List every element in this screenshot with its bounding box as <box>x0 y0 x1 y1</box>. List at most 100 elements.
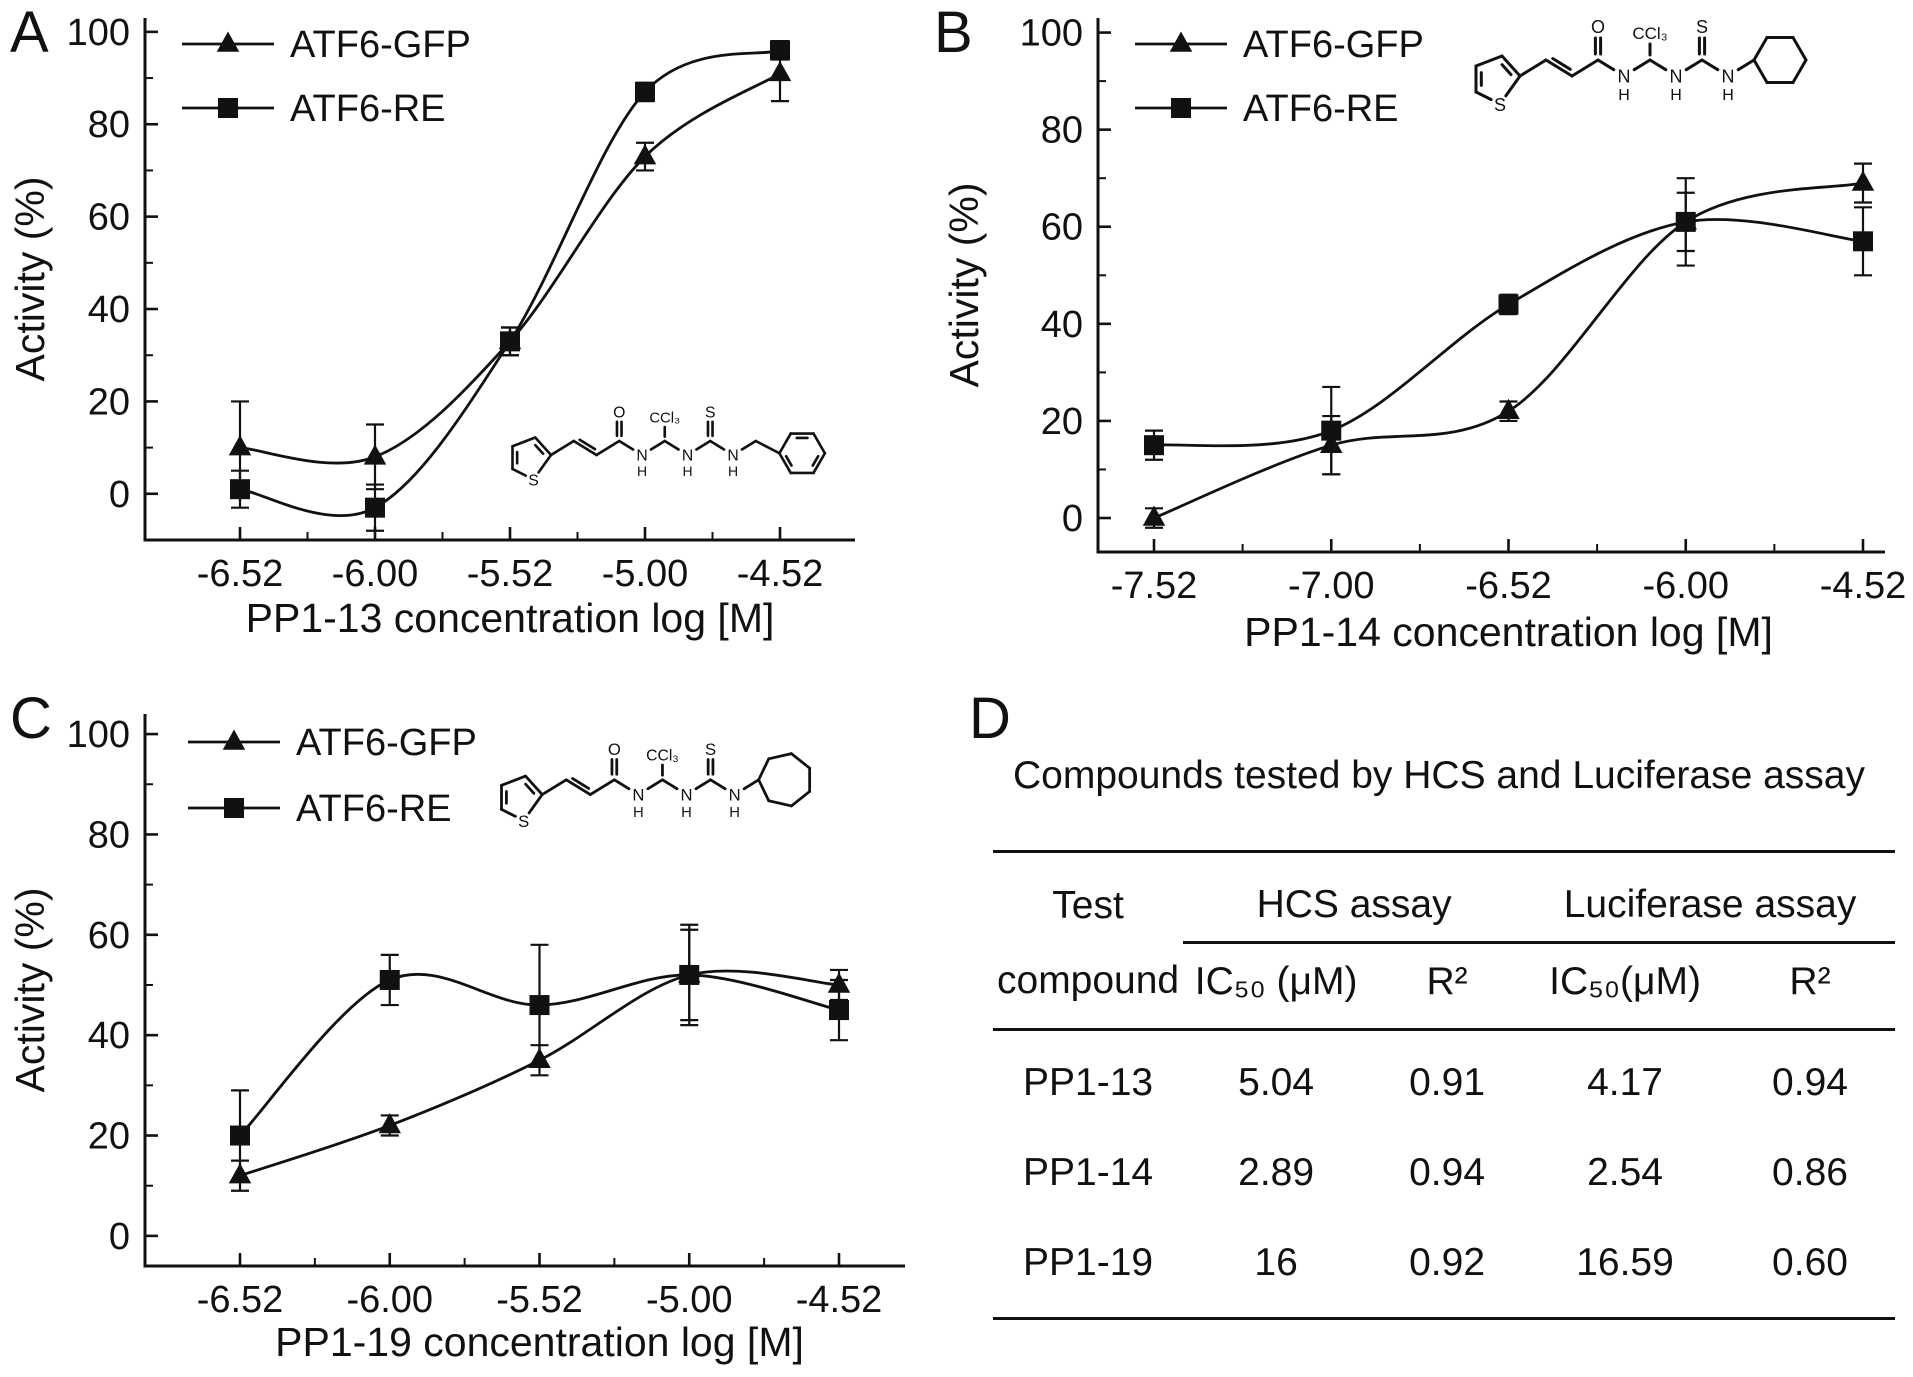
y-tick-label: 80 <box>1041 110 1083 152</box>
y-tick-label: 100 <box>67 714 130 756</box>
panel-d: D Compounds tested by HCS and Luciferase… <box>965 690 1913 1377</box>
panel-c-label: C <box>10 686 52 751</box>
x-tick-label: -7.00 <box>1288 565 1375 607</box>
panel-b-label: B <box>934 0 973 65</box>
atom-label: S <box>518 812 529 831</box>
atom-label: S <box>1696 17 1708 37</box>
y-axis-title: Activity (%) <box>7 888 53 1093</box>
y-tick-label: 0 <box>1062 498 1083 540</box>
table-cell-luc_r2: 0.60 <box>1725 1211 1895 1320</box>
square-marker <box>635 81 655 102</box>
table-row: PP1-19 16 0.92 16.59 0.60 <box>993 1211 1895 1320</box>
square-marker <box>1498 294 1519 315</box>
x-tick-label: -5.00 <box>602 553 689 595</box>
y-axis-ticks: 0 20 40 60 80 100 <box>67 12 158 516</box>
atom-label: H <box>681 805 692 821</box>
table-cell-hcs_r2: 0.92 <box>1369 1211 1526 1320</box>
square-marker <box>770 40 790 61</box>
table-cell-hcs_ic50: 2.89 <box>1238 1151 1315 1194</box>
series-ATF6-RE <box>230 39 790 532</box>
y-tick-label: 100 <box>67 12 130 54</box>
x-tick-label: -4.52 <box>796 1279 883 1321</box>
atom-label: H <box>633 805 644 821</box>
y-tick-label: 20 <box>1041 401 1083 443</box>
atom-label: CCl₃ <box>1632 24 1667 43</box>
panel-c: C 0 20 40 60 80 100 -6.52 -6.00 -5.52 -5.00 -4.52 A… <box>0 690 965 1377</box>
y-tick-label: 60 <box>1041 207 1083 249</box>
col-header-luc-ic50: IC₅₀(μM) <box>1525 942 1726 1031</box>
x-tick-label: -6.52 <box>197 1279 284 1321</box>
square-marker <box>224 798 244 818</box>
chart-pp1-14: 0 20 40 60 80 100 -7.52 -7.00 -6.52 -6.00 -4.52 ATF… <box>941 13 1907 655</box>
col-header-luc-r2: R² <box>1725 942 1895 1031</box>
legend-label: ATF6-GFP <box>1243 24 1424 66</box>
atom-label: N <box>682 448 693 465</box>
atom-label: H <box>729 805 740 821</box>
triangle-marker <box>1142 505 1166 526</box>
y-tick-label: 80 <box>88 104 130 146</box>
atom-label: O <box>608 740 621 759</box>
x-tick-label: -5.52 <box>467 553 554 595</box>
square-marker <box>218 98 238 118</box>
x-tick-label: -5.00 <box>646 1279 733 1321</box>
y-tick-label: 40 <box>88 289 130 331</box>
triangle-marker <box>363 444 387 465</box>
atom-label: N <box>680 786 692 805</box>
triangle-marker <box>633 144 657 165</box>
atom-label: N <box>636 448 647 465</box>
x-tick-label: -6.00 <box>332 553 419 595</box>
y-tick-label: 40 <box>1041 304 1083 346</box>
atom-label: H <box>1722 87 1734 104</box>
square-marker <box>500 331 520 352</box>
table-cell-luc_ic50: 4.17 <box>1587 1061 1663 1104</box>
atom-label: N <box>729 786 741 805</box>
atom-label: S <box>1494 95 1506 115</box>
table-cell-luc_ic50: 2.54 <box>1587 1151 1663 1194</box>
atom-label: N <box>727 448 738 465</box>
x-tick-label: -6.52 <box>1465 565 1552 607</box>
legend-label: ATF6-RE <box>296 788 452 830</box>
triangle-marker <box>216 31 240 52</box>
triangle-marker <box>1169 31 1193 52</box>
table-row: PP1-14 2.89 0.94 2.54 0.86 <box>993 1121 1895 1211</box>
x-axis-title: PP1-19 concentration log [M] <box>275 1319 804 1365</box>
atom-label: H <box>682 463 692 479</box>
table-cell-luc_r2: 0.94 <box>1772 1061 1848 1104</box>
series-ATF6-GFP <box>1142 162 1875 529</box>
y-tick-label: 60 <box>88 915 130 957</box>
panel-d-label: D <box>969 686 1011 751</box>
table-title: Compounds tested by HCS and Luciferase a… <box>1013 754 1865 797</box>
col-header-hcs-assay: HCS assay <box>1183 850 1526 944</box>
atom-label: N <box>1670 66 1683 86</box>
table-group-header-row: Test HCS assay Luciferase assay <box>993 850 1895 944</box>
table-cell-compound: PP1-19 <box>993 1211 1184 1320</box>
square-marker <box>1144 435 1164 456</box>
y-tick-label: 20 <box>88 381 130 423</box>
col-header-compound: compound <box>993 942 1184 1031</box>
x-tick-label: -4.52 <box>1820 565 1907 607</box>
table-cell-luc_ic50: 16.59 <box>1525 1211 1726 1320</box>
series-ATF6-RE <box>230 923 849 1182</box>
square-marker <box>1171 98 1191 118</box>
table-cell-hcs_ic50: 5.04 <box>1238 1061 1315 1104</box>
panel-a-label: A <box>10 0 49 65</box>
atom-label: S <box>705 404 716 421</box>
atom-label: N <box>632 786 644 805</box>
square-marker <box>529 995 550 1016</box>
table-cell-hcs_r2: 0.91 <box>1409 1061 1486 1104</box>
axes <box>143 714 905 1268</box>
panel-a: A 0 20 40 60 80 100 -6.52 -6.00 -5.52 -5.00 -4.52 A… <box>0 0 930 690</box>
atom-label: H <box>637 463 647 479</box>
y-tick-label: 20 <box>88 1116 130 1158</box>
triangle-marker <box>228 435 252 456</box>
triangle-marker <box>1851 170 1875 191</box>
legend-label: ATF6-GFP <box>290 24 471 66</box>
x-tick-label: -6.00 <box>1642 565 1729 607</box>
atom-label: CCl₃ <box>646 747 679 764</box>
legend-label: ATF6-RE <box>290 88 446 130</box>
legend-label: ATF6-RE <box>1243 88 1399 130</box>
square-marker <box>230 479 250 500</box>
chart-pp1-19: 0 20 40 60 80 100 -6.52 -6.00 -5.52 -5.00 -4.52 ATF… <box>7 714 905 1365</box>
